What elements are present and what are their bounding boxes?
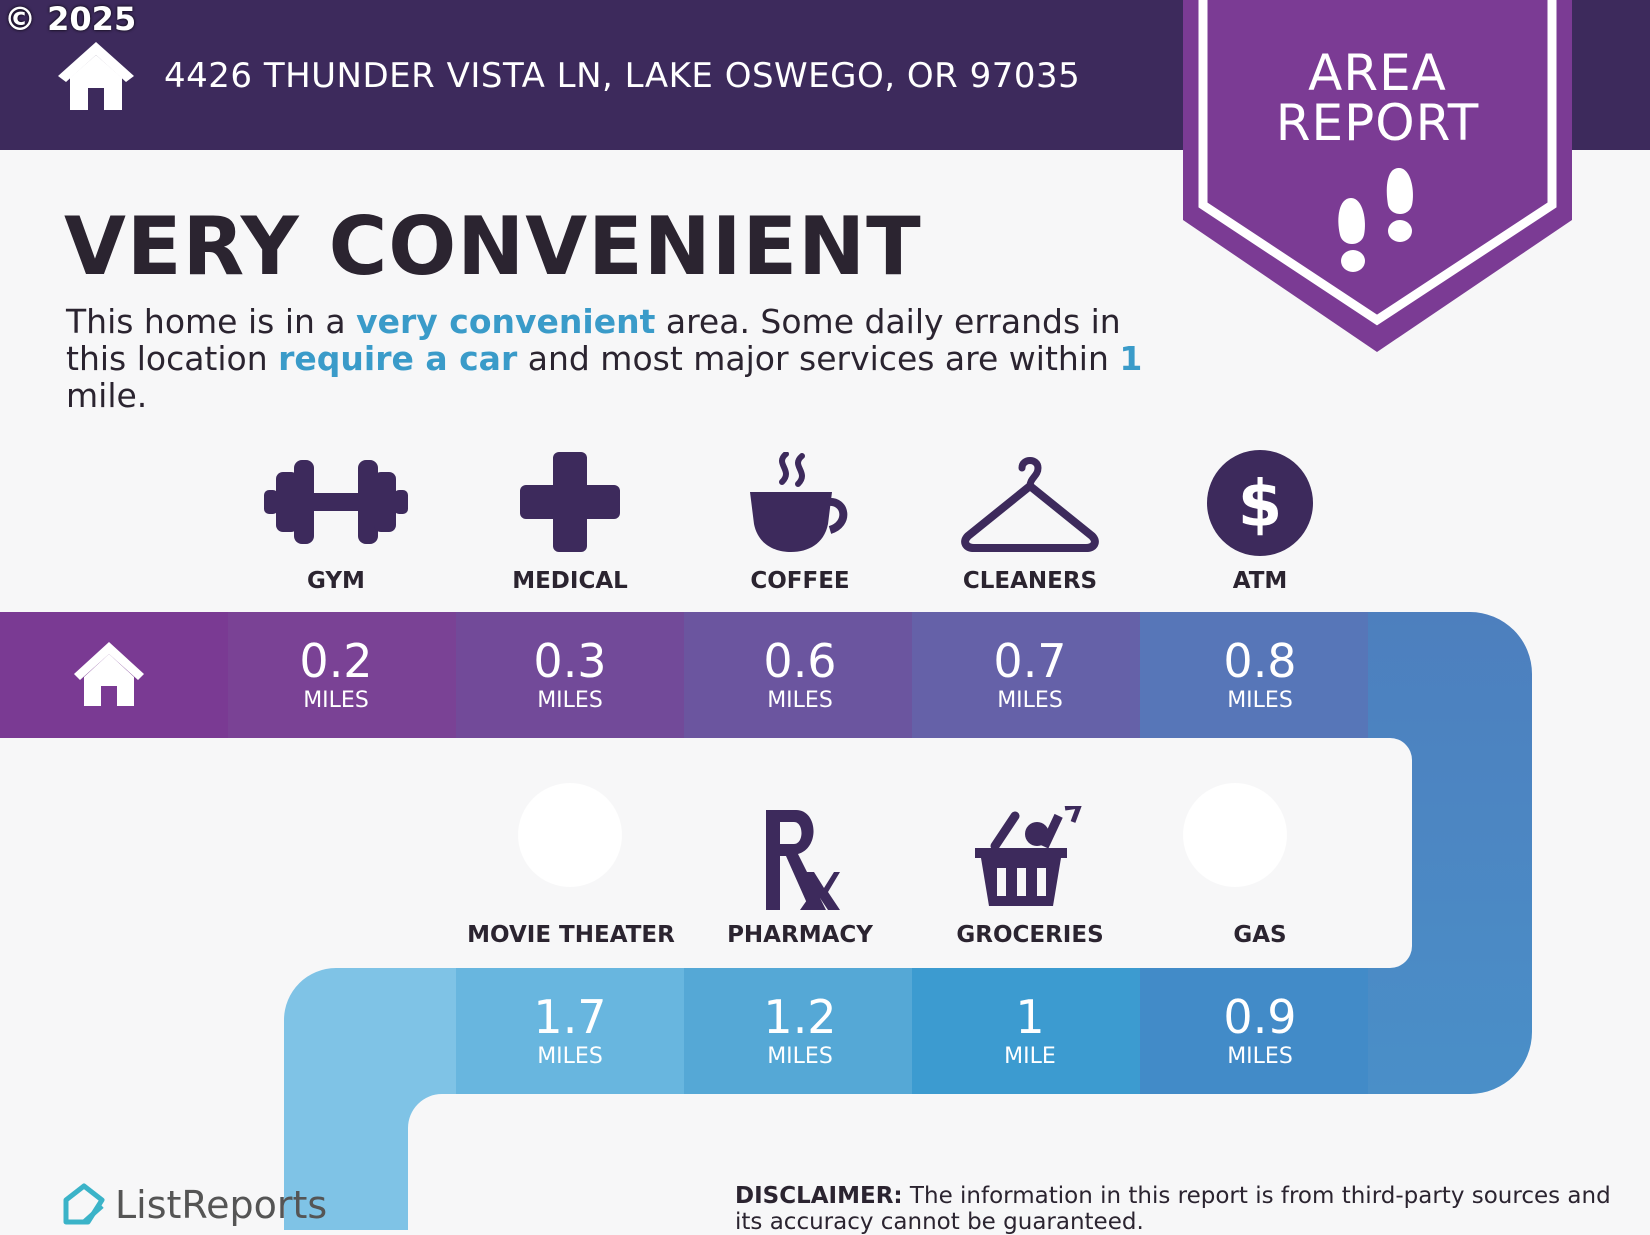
distance-gym: 0.2 MILES <box>299 634 373 713</box>
distance-coffee: 0.6 MILES <box>763 634 837 713</box>
listreports-brand: ListReports <box>115 1183 328 1227</box>
poi-label-cleaners: CLEANERS <box>962 568 1098 594</box>
poi-label-coffee: COFFEE <box>750 568 850 594</box>
distance-pharmacy: 1.2 MILES <box>763 990 837 1069</box>
poi-label-pharmacy: PHARMACY <box>727 922 873 948</box>
poi-label-gym: GYM <box>307 568 365 594</box>
gas-icon <box>1183 783 1287 887</box>
coffee-cup-icon <box>750 452 848 552</box>
summary-text: This home is in a very convenient area. … <box>66 302 1143 415</box>
property-address: 4426 THUNDER VISTA LN, LAKE OSWEGO, OR 9… <box>164 56 1081 96</box>
dollar-icon: $ <box>1207 450 1313 556</box>
distance-movie-theater: 1.7 MILES <box>533 990 607 1069</box>
home-icon <box>58 42 134 110</box>
page-title: VERY CONVENIENT <box>64 200 922 293</box>
area-report-badge <box>1183 0 1572 352</box>
rx-icon <box>766 810 840 910</box>
hanger-icon <box>961 457 1099 552</box>
distance-atm: 0.8 MILES <box>1223 634 1297 713</box>
poi-label-atm: ATM <box>1232 568 1288 594</box>
svg-text:$: $ <box>1238 468 1283 542</box>
distance-groceries: 1 MILE <box>1004 990 1056 1069</box>
badge-title: AREA REPORT <box>1275 44 1480 152</box>
distance-gas: 0.9 MILES <box>1223 990 1297 1069</box>
poi-label-medical: MEDICAL <box>512 568 628 594</box>
poi-label-groceries: GROCERIES <box>956 922 1104 948</box>
distance-cleaners: 0.7 MILES <box>993 634 1067 713</box>
home-start-icon <box>74 642 144 706</box>
movie-icon <box>518 783 622 887</box>
disclaimer-text: DISCLAIMER: The information in this repo… <box>735 1183 1611 1235</box>
medical-cross-icon <box>520 452 620 552</box>
listreports-logo-icon <box>63 1183 105 1225</box>
dumbbell-icon <box>264 460 408 544</box>
poi-label-movie-theater: MOVIE THEATER <box>467 922 675 948</box>
distance-medical: 0.3 MILES <box>533 634 607 713</box>
poi-label-gas: GAS <box>1233 922 1287 948</box>
footprints-icon <box>1338 168 1413 272</box>
copyright-text: © 2025 <box>4 0 137 38</box>
basket-icon <box>975 806 1082 906</box>
